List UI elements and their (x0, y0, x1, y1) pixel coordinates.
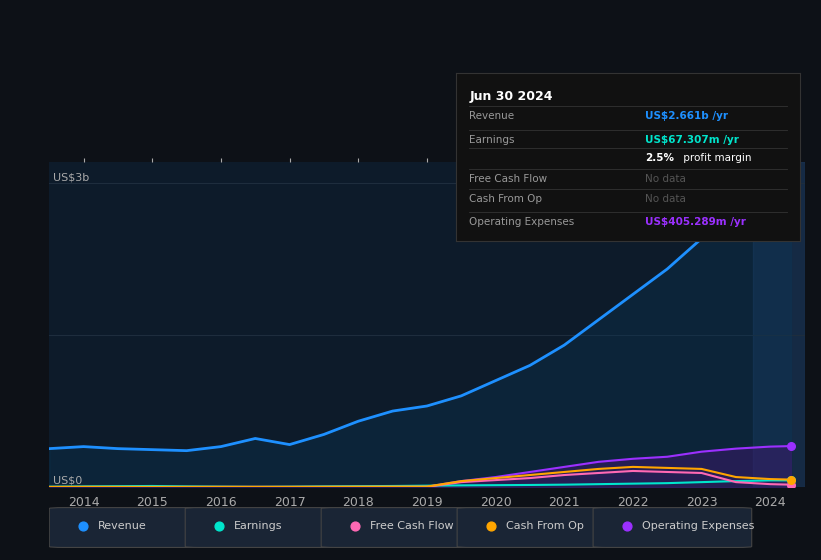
FancyBboxPatch shape (186, 507, 344, 548)
FancyBboxPatch shape (49, 507, 208, 548)
Text: US$0: US$0 (53, 475, 82, 485)
Text: No data: No data (645, 194, 686, 204)
Text: Earnings: Earnings (234, 521, 282, 531)
Point (76, 522, 89, 531)
Text: Jun 30 2024: Jun 30 2024 (470, 90, 553, 102)
Text: Earnings: Earnings (470, 135, 515, 145)
Text: US$67.307m /yr: US$67.307m /yr (645, 135, 739, 145)
Point (784, 480, 797, 489)
Point (784, 475, 797, 484)
Text: Operating Expenses: Operating Expenses (642, 521, 754, 531)
Text: No data: No data (645, 174, 686, 184)
Point (784, 476, 797, 485)
Text: Revenue: Revenue (99, 521, 147, 531)
FancyBboxPatch shape (457, 507, 616, 548)
Point (349, 522, 362, 531)
Point (784, 213, 797, 222)
Text: profit margin: profit margin (680, 153, 751, 164)
Point (213, 522, 226, 531)
Text: US$405.289m /yr: US$405.289m /yr (645, 217, 746, 227)
FancyBboxPatch shape (593, 507, 752, 548)
Text: US$2.661b /yr: US$2.661b /yr (645, 111, 728, 122)
FancyBboxPatch shape (321, 507, 479, 548)
Point (484, 522, 498, 531)
Text: Free Cash Flow: Free Cash Flow (470, 174, 548, 184)
Text: Revenue: Revenue (470, 111, 515, 122)
Text: Operating Expenses: Operating Expenses (470, 217, 575, 227)
Text: Cash From Op: Cash From Op (470, 194, 543, 204)
Point (621, 522, 634, 531)
Text: Free Cash Flow: Free Cash Flow (370, 521, 454, 531)
Text: US$3b: US$3b (53, 172, 89, 183)
Bar (753, 162, 805, 487)
Text: 2.5%: 2.5% (645, 153, 674, 164)
Point (784, 442, 797, 451)
Text: Cash From Op: Cash From Op (507, 521, 584, 531)
